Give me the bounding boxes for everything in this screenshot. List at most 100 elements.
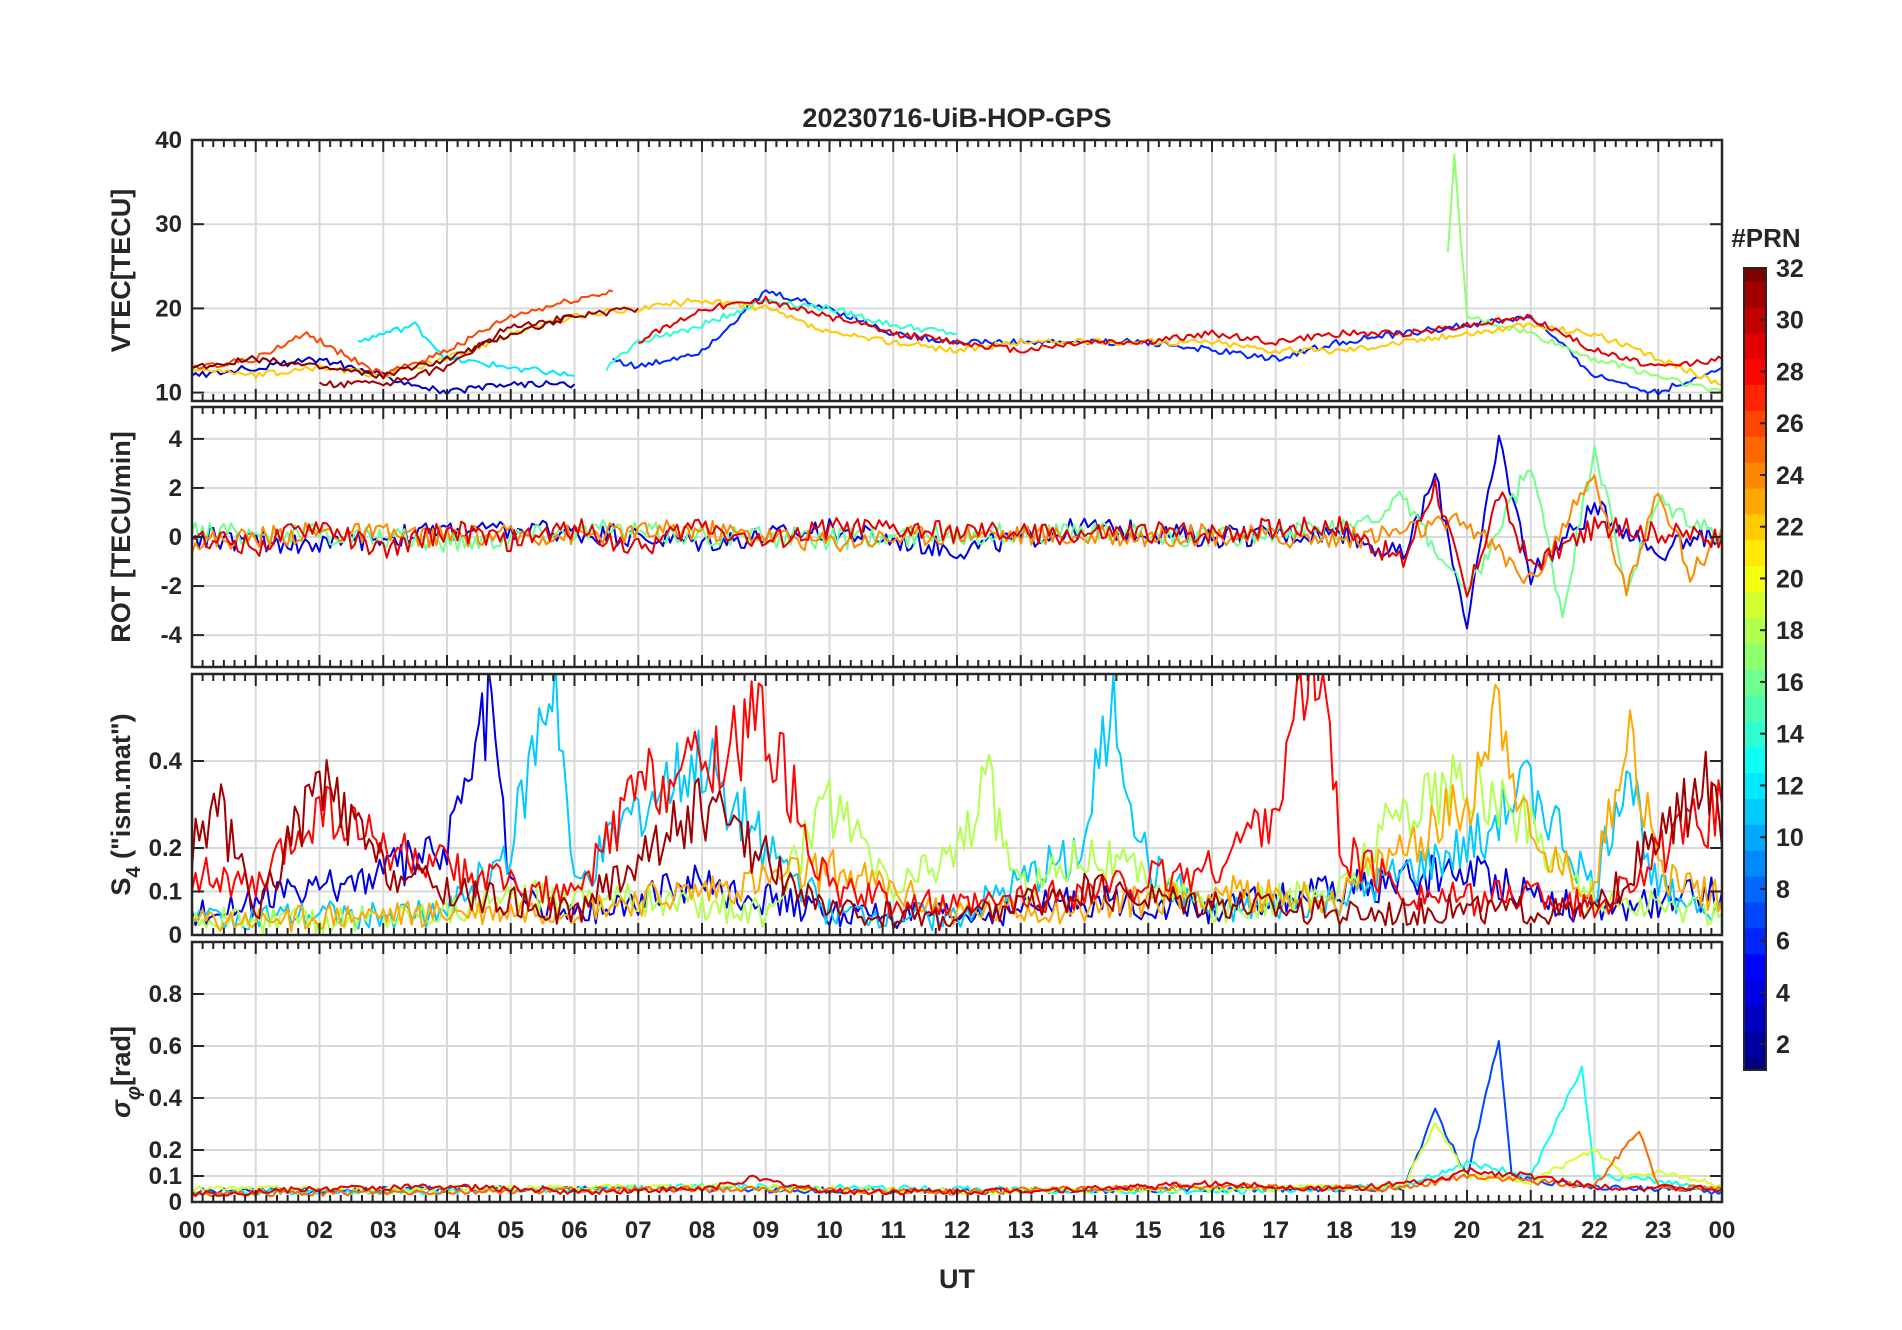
x-tick-label: 17 [1262,1217,1289,1244]
colorbar-segment [1744,1031,1766,1058]
x-tick-label: 15 [1135,1217,1162,1244]
panel-rot: -4 -2 0 2 4 ROT [TECU/min] [106,405,1724,669]
series-prn-31 [192,750,1722,932]
x-tick-label: 23 [1645,1217,1672,1244]
y-tick-label: 0.1 [149,1163,182,1190]
x-tick-label: 05 [497,1217,524,1244]
y-axis-label: S4 ("ism.mat") [106,713,145,895]
colorbar-segment [1744,462,1766,489]
series-prn-29 [192,478,1722,598]
series-prn-23 [192,683,1722,933]
y-axis-label-base: σ [106,1099,136,1118]
panel-s4: 00.10.20.4S4 ("ism.mat") [106,672,1724,949]
series-prn-31 [318,306,639,389]
y-tick-label: -2 [161,573,182,600]
y-tick-label: 0.8 [149,981,182,1008]
colorbar-tick-label: 8 [1776,876,1790,904]
x-ticks [191,674,1723,936]
colorbar-segment [1744,798,1766,825]
colorbar-segment [1744,1057,1766,1071]
series-prn-29 [192,1167,1722,1198]
colorbar-tick-label: 12 [1776,772,1804,800]
y-tick-label: 0.4 [149,1085,183,1112]
x-tick-label: 09 [752,1217,779,1244]
x-tick-label: 10 [816,1217,843,1244]
y-tick-label: 4 [169,426,183,453]
colorbar-tick-label: 6 [1776,928,1790,956]
colorbar-label: #PRN [1731,223,1800,253]
x-tick-label: 07 [625,1217,652,1244]
colorbar-tick-label: 16 [1776,669,1804,697]
x-tick-label: 18 [1326,1217,1353,1244]
colorbar-segment [1744,280,1766,308]
series-prn-32 [192,314,575,380]
y-tick-label: 30 [155,211,182,238]
colorbar-tick-label: 22 [1776,514,1804,542]
y-tick-label: -4 [161,622,183,649]
colorbar-segment [1744,384,1766,411]
y-tick-label: 0 [169,524,182,551]
colorbar-segment [1744,565,1766,592]
x-tick-label: 14 [1071,1217,1098,1244]
colorbar-tick-label: 28 [1776,358,1804,386]
colorbar-tick-label: 26 [1776,410,1804,438]
colorbar-tick-label: 18 [1776,617,1804,645]
x-tick-label: 21 [1517,1217,1544,1244]
y-axis-label-rest: [rad] [106,1026,136,1086]
colorbar-tick-label: 14 [1776,721,1804,749]
series-prn-4 [192,674,1722,930]
series-prn-11 [192,674,1722,932]
colorbar-segment [1744,901,1766,929]
x-tick-label: 11 [881,1217,906,1244]
series-prn-29 [638,295,1722,367]
series-group [192,434,1722,630]
colorbar-segment [1744,539,1766,567]
colorbar-segment [1744,306,1766,334]
colorbar-segment [1744,850,1766,877]
y-tick-label: 20 [155,295,182,322]
x-tick-label: 01 [242,1217,269,1244]
colorbar-segment [1744,410,1766,437]
colorbar-segment [1744,694,1766,722]
x-tick-labels: 00 01 02 03 04 05 06 07 08 09 10 11 12 13 14 15 16 17 18 19… [179,1217,1736,1244]
colorbar-segment [1744,772,1766,799]
series-prn-26 [192,289,614,377]
colorbar-segment [1744,358,1766,386]
colorbar-tick-label: 4 [1776,979,1790,1007]
colorbar-segment [1744,953,1766,981]
y-tick-label: 10 [155,380,182,407]
y-axis-label-sub: 4 [123,866,145,878]
y-tick-label: 0.2 [149,835,182,862]
x-tick-label: 00 [179,1217,206,1244]
colorbar-segment [1744,824,1766,851]
colorbar-tick-label: 10 [1776,824,1804,852]
x-tick-label: 13 [1007,1217,1034,1244]
colorbar-segment [1744,979,1766,1006]
colorbar-segment [1744,643,1766,670]
colorbar-tick-label: 32 [1776,255,1804,283]
colorbar-frame [1743,267,1767,1071]
x-tick-label: 08 [689,1217,716,1244]
colorbar-segment [1744,268,1766,282]
colorbar-segment [1744,927,1766,955]
x-ticks [191,942,1723,1203]
series-prn-16 [192,445,1722,619]
x-tick-label: 04 [434,1217,461,1244]
colorbar-segment [1744,487,1766,515]
series-prn-3 [192,356,576,396]
series-prn-12 [357,321,575,377]
x-ticks [191,139,1723,401]
chart-title: 20230716-UiB-HOP-GPS [802,103,1111,133]
colorbar-segment [1744,436,1766,463]
colorbar-segment [1744,720,1766,748]
colorbar-tick-label: 2 [1776,1031,1790,1059]
colorbar-segment [1744,332,1766,360]
series-group [192,153,1722,396]
x-tick-label: 12 [944,1217,971,1244]
colorbar-tick-label: 20 [1776,565,1804,593]
x-ticks [191,407,1723,667]
colorbar-segment [1744,513,1766,541]
